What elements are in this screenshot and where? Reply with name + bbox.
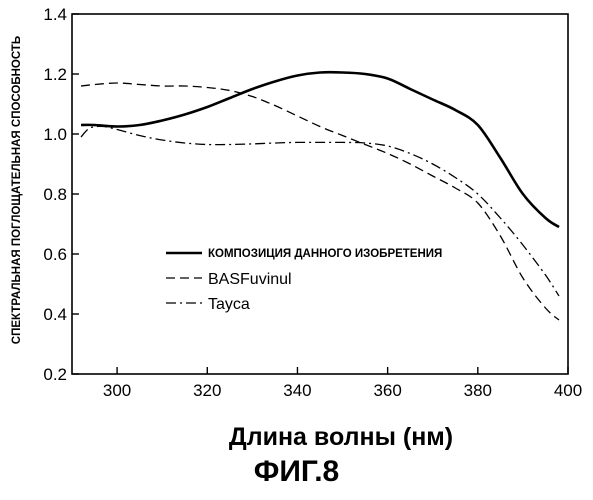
x-tick-label: 300	[103, 381, 131, 400]
y-tick-label: 0.4	[43, 305, 67, 324]
plot-frame	[72, 14, 568, 374]
y-tick-label: 1.2	[43, 65, 67, 84]
legend-label: КОМПОЗИЦИЯ ДАННОГО ИЗОБРЕТЕНИЯ	[208, 248, 442, 260]
series-line-3	[81, 126, 559, 296]
legend: КОМПОЗИЦИЯ ДАННОГО ИЗОБРЕТЕНИЯ BASFuvinul…	[166, 248, 442, 313]
x-tick-label: 400	[554, 381, 582, 400]
x-tick-label: 340	[283, 381, 311, 400]
y-tick-label: 1.4	[43, 5, 67, 24]
legend-label: BASFuvinul	[208, 271, 292, 288]
y-tick-label: 0.2	[43, 365, 67, 384]
series-line-2	[81, 83, 559, 320]
series-lines	[81, 72, 559, 320]
x-tick-label: 380	[464, 381, 492, 400]
y-tick-label: 0.8	[43, 185, 67, 204]
figure-caption: ФИГ.8	[0, 455, 593, 489]
y-tick-label: 0.6	[43, 245, 67, 264]
legend-label: Tayca	[208, 296, 250, 313]
x-tick-label: 320	[193, 381, 221, 400]
y-axis-label: СПЕКТРАЛЬНАЯ ПОГЛОЩАТЕЛЬНАЯ СПОСОБНОСТЬ	[11, 36, 23, 344]
absorbance-chart: 0.20.40.60.81.01.21.4300320340360380400 …	[0, 0, 593, 455]
axes: 0.2 0.4 0.6 0.8 1.0 1.2 1.4 300 320 340 360 380 400	[43, 5, 582, 400]
y-tick-label: 1.0	[43, 125, 67, 144]
x-axis-label: Длина волны (нм)	[229, 423, 453, 451]
x-tick-label: 360	[373, 381, 401, 400]
